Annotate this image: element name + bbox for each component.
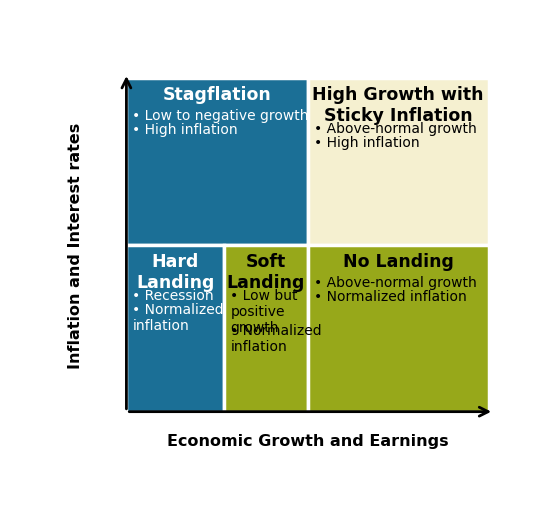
Text: • High inflation: • High inflation: [133, 123, 238, 136]
Text: Stagflation: Stagflation: [162, 86, 272, 104]
Text: • High inflation: • High inflation: [314, 135, 419, 149]
Text: • Above-normal growth: • Above-normal growth: [314, 275, 477, 289]
Bar: [224, 245, 307, 412]
Bar: [127, 79, 307, 245]
Text: • Normalized
inflation: • Normalized inflation: [230, 324, 322, 354]
Text: Soft
Landing: Soft Landing: [227, 252, 305, 291]
Text: • Above-normal growth: • Above-normal growth: [314, 122, 477, 135]
Text: Inflation and Interest rates: Inflation and Interest rates: [68, 122, 83, 368]
Bar: [307, 245, 489, 412]
Text: High Growth with
Sticky Inflation: High Growth with Sticky Inflation: [312, 86, 484, 125]
Text: • Normalized
inflation: • Normalized inflation: [133, 302, 224, 332]
Text: • Low to negative growth: • Low to negative growth: [133, 108, 309, 123]
Bar: [127, 245, 224, 412]
Text: • Low but
positive
growth: • Low but positive growth: [230, 288, 298, 334]
Text: Hard
Landing: Hard Landing: [136, 252, 214, 291]
Text: No Landing: No Landing: [343, 252, 454, 270]
Text: • Normalized inflation: • Normalized inflation: [314, 289, 466, 303]
Text: Economic Growth and Earnings: Economic Growth and Earnings: [167, 433, 449, 448]
Bar: [307, 79, 489, 245]
Text: • Recession: • Recession: [133, 288, 214, 302]
